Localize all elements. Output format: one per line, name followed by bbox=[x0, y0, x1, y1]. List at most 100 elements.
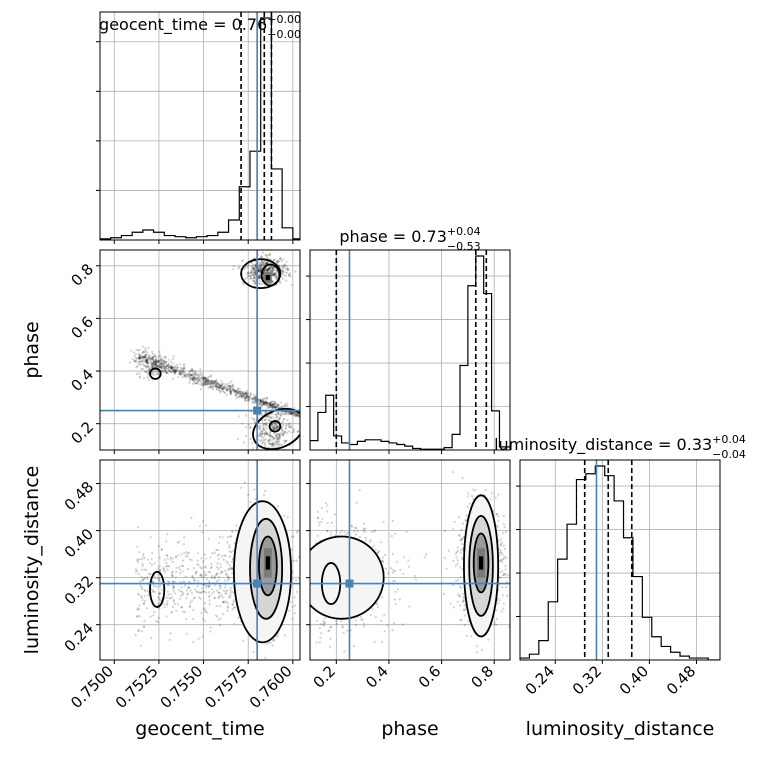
sample-point bbox=[192, 378, 195, 381]
sample-point bbox=[194, 579, 197, 582]
sample-point bbox=[229, 586, 232, 589]
title-value: 0.73 bbox=[411, 227, 447, 246]
sample-point bbox=[174, 370, 177, 373]
sample-point bbox=[283, 263, 286, 266]
sample-point bbox=[259, 399, 262, 403]
sample-point bbox=[220, 594, 223, 597]
sample-point bbox=[457, 578, 460, 582]
sample-point bbox=[288, 609, 291, 613]
sample-point bbox=[500, 551, 503, 555]
hist-bin bbox=[661, 646, 670, 660]
sample-point bbox=[195, 571, 198, 574]
sample-point bbox=[225, 388, 228, 391]
sample-point bbox=[271, 280, 274, 283]
sample-point bbox=[136, 569, 139, 573]
sample-point bbox=[293, 411, 296, 414]
sample-point bbox=[216, 615, 219, 618]
sample-point bbox=[191, 374, 194, 377]
sample-point bbox=[164, 355, 167, 358]
sample-point bbox=[167, 580, 170, 583]
sample-point bbox=[247, 399, 250, 402]
sample-point bbox=[271, 444, 274, 447]
sample-point bbox=[269, 435, 272, 438]
sample-point bbox=[269, 265, 272, 268]
sample-point bbox=[214, 380, 217, 383]
sample-point bbox=[251, 397, 254, 401]
sample-point bbox=[282, 423, 285, 427]
sample-point bbox=[459, 576, 462, 579]
sample-point bbox=[378, 550, 381, 553]
sample-point bbox=[244, 392, 247, 395]
sample-point bbox=[271, 269, 274, 272]
sample-point bbox=[220, 384, 223, 387]
sample-point bbox=[169, 593, 172, 596]
sample-point bbox=[251, 447, 254, 450]
x-tick-label: 0.7525 bbox=[112, 662, 162, 712]
sample-point bbox=[248, 397, 251, 401]
sample-point bbox=[320, 520, 323, 524]
sample-point bbox=[180, 372, 183, 375]
sample-point bbox=[269, 270, 272, 273]
sample-point bbox=[253, 281, 256, 284]
sample-point bbox=[265, 431, 268, 434]
sample-point bbox=[457, 516, 460, 519]
hist-bin bbox=[342, 443, 350, 450]
sample-point bbox=[214, 379, 217, 383]
sample-point bbox=[139, 644, 142, 647]
sample-point bbox=[141, 579, 144, 582]
sample-point bbox=[215, 388, 218, 391]
sample-point bbox=[458, 604, 462, 607]
sample-point bbox=[146, 361, 149, 364]
sample-point bbox=[497, 515, 500, 518]
sample-point bbox=[158, 597, 161, 600]
sample-point bbox=[146, 376, 149, 379]
sample-point bbox=[229, 386, 233, 389]
sample-point bbox=[271, 266, 274, 269]
sample-point bbox=[258, 261, 261, 264]
sample-point bbox=[297, 415, 300, 418]
sample-point bbox=[326, 504, 329, 507]
sample-point bbox=[184, 575, 187, 578]
sample-point bbox=[269, 403, 272, 406]
sample-point bbox=[190, 373, 193, 376]
sample-point bbox=[254, 277, 257, 280]
sample-point bbox=[153, 562, 156, 565]
sample-point bbox=[144, 370, 147, 373]
sample-point bbox=[262, 453, 264, 455]
sample-point bbox=[228, 544, 231, 547]
sample-point bbox=[145, 607, 149, 610]
sample-point bbox=[224, 387, 227, 390]
sample-point bbox=[226, 589, 229, 592]
sample-point bbox=[135, 357, 138, 360]
sample-point bbox=[208, 584, 211, 588]
sample-point bbox=[168, 597, 171, 600]
sample-point bbox=[252, 396, 255, 400]
sample-point bbox=[183, 611, 186, 614]
sample-point bbox=[153, 359, 156, 362]
sample-point bbox=[171, 605, 174, 609]
sample-point bbox=[226, 576, 229, 579]
sample-point bbox=[198, 383, 201, 386]
sample-point bbox=[211, 588, 214, 591]
sample-point bbox=[358, 489, 361, 492]
sample-point bbox=[267, 405, 270, 408]
sample-point bbox=[157, 360, 160, 363]
sample-point bbox=[229, 535, 232, 538]
sample-point bbox=[268, 267, 271, 270]
y-tick-label: 0.48 bbox=[61, 478, 97, 514]
sample-point bbox=[137, 629, 140, 632]
sample-point bbox=[276, 443, 279, 446]
sample-point bbox=[262, 427, 265, 430]
sample-point bbox=[145, 360, 148, 363]
sample-point bbox=[283, 432, 286, 436]
sample-point bbox=[249, 427, 252, 430]
hist-bin bbox=[121, 236, 132, 240]
sample-point bbox=[263, 260, 266, 263]
sample-point bbox=[259, 398, 262, 401]
sample-point bbox=[266, 268, 269, 271]
sample-point bbox=[207, 379, 210, 382]
sample-point bbox=[276, 259, 279, 262]
sample-point bbox=[502, 523, 505, 526]
sample-point bbox=[472, 488, 475, 491]
panel-luminosity_distance-vs-phase bbox=[306, 459, 511, 664]
